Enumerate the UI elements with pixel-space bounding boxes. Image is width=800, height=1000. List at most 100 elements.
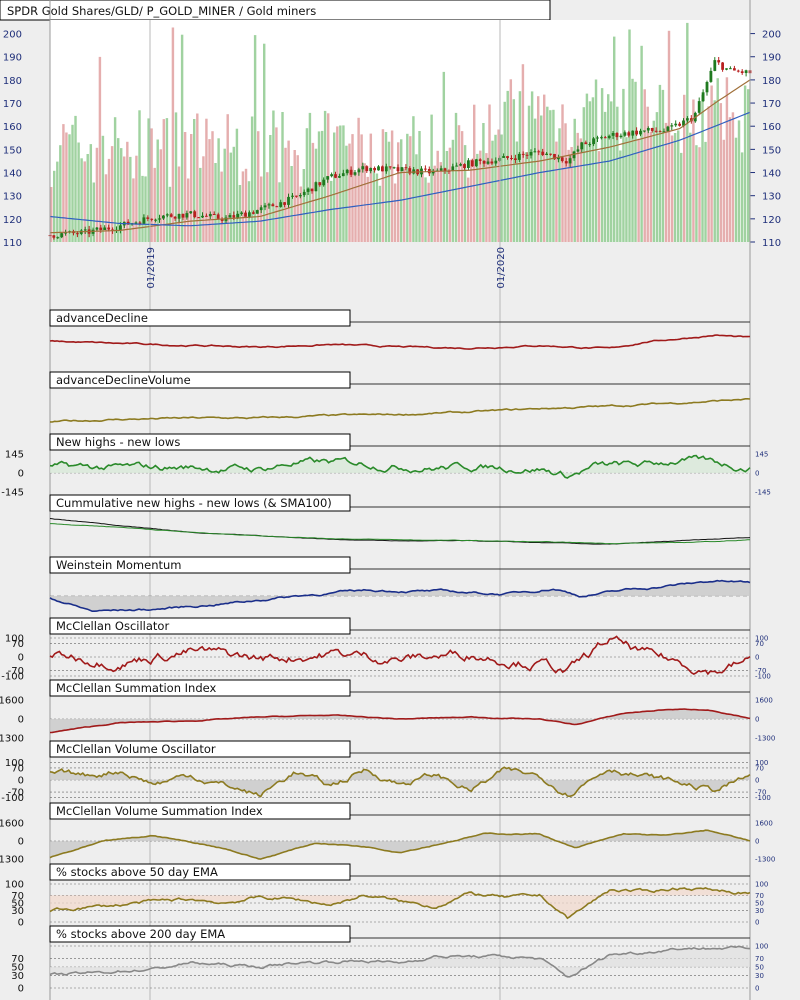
volume-bar <box>211 131 214 242</box>
volume-bar <box>491 140 494 242</box>
volume-bar <box>725 77 729 242</box>
volume-bar <box>183 132 187 242</box>
candle-body <box>56 237 60 239</box>
volume-bar <box>530 91 534 243</box>
panel-title: Weinstein Momentum <box>56 558 182 572</box>
volume-bar <box>107 158 111 242</box>
price-axis-label-right: 160 <box>762 122 781 133</box>
volume-bar <box>451 139 455 242</box>
volume-bar <box>390 130 394 242</box>
volume-bar <box>196 113 199 242</box>
candle-body <box>216 214 220 219</box>
candle-body <box>193 211 197 218</box>
indicator-panel: McClellan Summation Index 1600 0 -1300 1600 0… <box>0 679 775 745</box>
volume-bar <box>515 141 519 242</box>
volume-bar <box>670 135 674 242</box>
indicator-panel: McClellan Volume Oscillator100700-70-100… <box>1 740 771 804</box>
candle-body <box>572 151 576 159</box>
volume-bar <box>317 131 321 242</box>
left-axis-label: 1600 <box>0 696 24 707</box>
left-axis-label: -100 <box>1 793 24 804</box>
price-panel: 110 110 120 120 130 130 140 140 150 150 160 160 170 1… <box>3 20 781 249</box>
volume-bar <box>713 100 716 242</box>
candle-body <box>455 165 459 167</box>
candle-body <box>639 130 642 135</box>
volume-bar <box>320 130 324 242</box>
candle-body <box>564 161 568 164</box>
candle-body <box>670 125 674 127</box>
left-axis-label: -145 <box>1 488 24 499</box>
candle-body <box>107 227 111 230</box>
price-axis-label-right: 190 <box>762 53 781 64</box>
candle-body <box>283 202 286 205</box>
candle-body <box>52 235 56 238</box>
volume-bar <box>473 104 476 242</box>
candle-body <box>521 153 525 155</box>
candle-body <box>482 160 486 164</box>
right-axis-label: 100 <box>755 635 768 643</box>
price-axis-label-left: 140 <box>3 169 22 180</box>
volume-bar <box>92 182 96 242</box>
volume-bar <box>564 123 567 242</box>
indicator-line <box>50 523 750 545</box>
price-axis-label-left: 150 <box>3 145 22 156</box>
right-axis-label: 0 <box>755 654 759 662</box>
left-axis-label: 145 <box>5 450 24 461</box>
volume-bar <box>555 141 558 242</box>
candle-body <box>678 123 681 126</box>
panel-title-box <box>49 925 351 943</box>
volume-bar <box>740 152 744 242</box>
volume-bar <box>667 30 671 242</box>
volume-bar <box>643 89 646 242</box>
volume-bar <box>448 147 452 242</box>
price-axis-label-left: 200 <box>3 30 22 41</box>
volume-bar <box>290 166 293 242</box>
volume-bar <box>132 178 135 242</box>
candle-body <box>252 212 255 214</box>
candle-body <box>150 218 154 220</box>
candle-body <box>740 71 744 73</box>
volume-bar <box>716 78 719 242</box>
volume-bar <box>101 135 105 242</box>
volume-bar <box>104 174 108 242</box>
candle-body <box>162 215 165 219</box>
x-axis-label: 01/2019 <box>146 247 157 289</box>
candle-body <box>650 128 654 131</box>
volume-bar <box>731 112 735 242</box>
volume-bar <box>257 131 260 242</box>
volume-bar <box>421 172 424 242</box>
indicator-panel: McClellan Oscillator100700-70-100100700-… <box>1 617 771 683</box>
price-axis-label-left: 190 <box>3 53 22 64</box>
left-axis-label: -1300 <box>0 734 24 745</box>
volume-bar <box>50 187 53 242</box>
candle-body <box>596 137 599 139</box>
right-axis-label: 1600 <box>755 697 773 705</box>
sma-short-line <box>49 79 751 234</box>
volume-bar <box>582 107 586 242</box>
volume-bar <box>384 132 388 242</box>
price-axis-label-left: 110 <box>3 238 22 249</box>
volume-bar <box>628 29 631 242</box>
right-axis-label: -70 <box>755 789 766 797</box>
candle-body <box>736 70 740 72</box>
volume-bar <box>323 110 327 243</box>
volume-bar <box>503 101 506 242</box>
candle-body <box>392 167 396 169</box>
price-axis-label-left: 170 <box>3 99 22 110</box>
volume-bar <box>153 167 156 242</box>
volume-bar <box>439 162 443 242</box>
candle-body <box>459 164 462 166</box>
candle-body <box>510 158 513 159</box>
candle-body <box>717 60 721 63</box>
panel-title: McClellan Summation Index <box>56 681 217 695</box>
volume-bar <box>393 183 397 242</box>
volume-bar <box>86 154 89 242</box>
right-axis-label: 30 <box>755 972 764 980</box>
volume-bar <box>600 88 604 242</box>
volume-bar <box>59 145 62 242</box>
volume-bar <box>603 111 607 243</box>
candle-body <box>549 153 552 155</box>
volume-bar <box>576 132 579 242</box>
volume-bar <box>728 117 732 242</box>
candle-body <box>729 68 732 70</box>
